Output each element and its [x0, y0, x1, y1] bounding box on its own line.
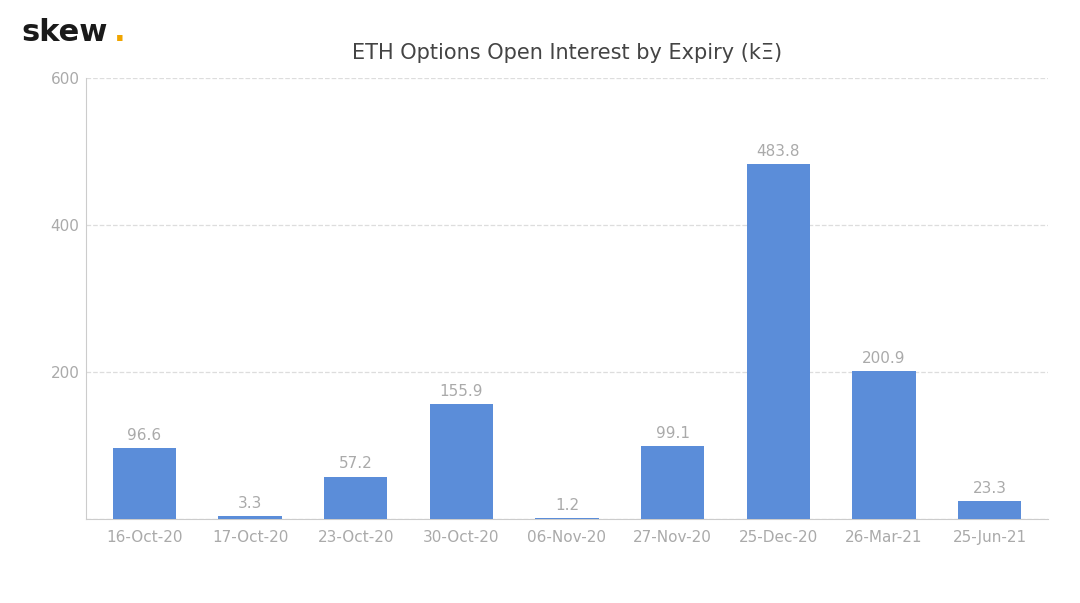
Text: skew: skew — [22, 18, 108, 47]
Bar — [324, 476, 388, 519]
Text: 23.3: 23.3 — [972, 481, 1007, 496]
Bar — [430, 404, 494, 519]
Text: 155.9: 155.9 — [440, 384, 483, 399]
Bar — [746, 163, 810, 519]
Text: 99.1: 99.1 — [656, 426, 690, 441]
Bar — [536, 518, 598, 519]
Text: 1.2: 1.2 — [555, 497, 579, 513]
Bar — [640, 446, 704, 519]
Bar — [218, 516, 282, 519]
Text: 200.9: 200.9 — [862, 351, 906, 366]
Text: 96.6: 96.6 — [127, 428, 162, 443]
Bar — [852, 371, 916, 519]
Bar — [112, 447, 176, 519]
Text: 57.2: 57.2 — [339, 456, 373, 472]
Title: ETH Options Open Interest by Expiry (kΞ): ETH Options Open Interest by Expiry (kΞ) — [352, 43, 782, 63]
Bar — [958, 502, 1022, 519]
Text: .: . — [113, 18, 125, 47]
Text: 483.8: 483.8 — [756, 144, 800, 159]
Text: 3.3: 3.3 — [238, 496, 262, 511]
